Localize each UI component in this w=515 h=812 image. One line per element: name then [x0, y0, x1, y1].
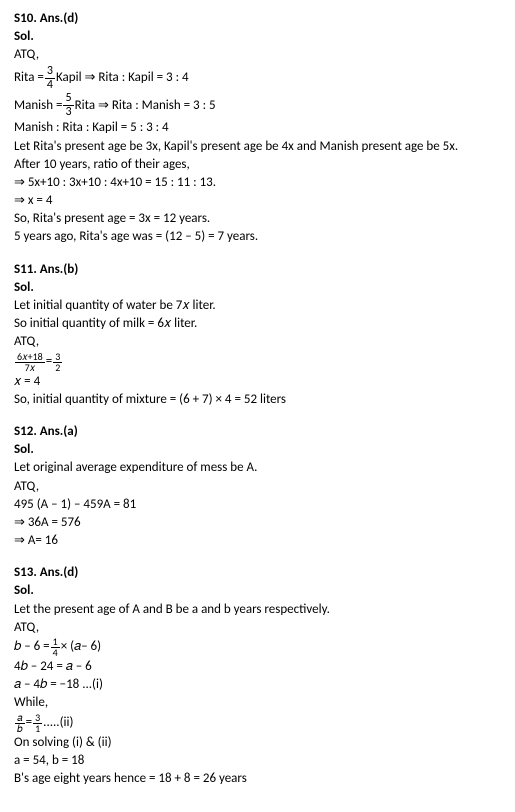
text-line: ATQ,	[14, 478, 501, 496]
text-part: Rita ⇒ Rita : Manish = 3 : 5	[75, 97, 216, 115]
text-line: While,	[14, 694, 501, 712]
solution-label: Sol.	[14, 441, 501, 459]
fraction: 6𝑥+18 7𝑥	[15, 352, 45, 373]
text-line: After 10 years, ratio of their ages,	[14, 156, 501, 174]
equation-line: 𝑎 𝑏 = 3 1 .....(ii)	[14, 713, 501, 734]
text-line: So initial quantity of milk = 6𝑥 liter.	[14, 315, 501, 333]
denominator: 7𝑥	[15, 363, 45, 373]
text-line: So, Rita's present age = 3x = 12 years.	[14, 210, 501, 228]
text-line: Let initial quantity of water be 7𝑥 lite…	[14, 297, 501, 315]
text-line: 𝑎 – 4𝑏 = −18 ...(i)	[14, 676, 501, 694]
solution-heading: S11. Ans.(b)	[14, 261, 501, 279]
solution-heading: S10. Ans.(d)	[14, 10, 501, 28]
solution-label: Sol.	[14, 28, 501, 46]
fraction: 3 1	[33, 713, 42, 734]
equation-line: Rita = 3 4 Kapil ⇒ Rita : Kapil = 3 : 4	[14, 65, 501, 92]
numerator: 3	[45, 65, 55, 79]
solution-s10: S10. Ans.(d) Sol. ATQ, Rita = 3 4 Kapil …	[14, 10, 501, 247]
solution-s13: S13. Ans.(d) Sol. Let the present age of…	[14, 564, 501, 788]
text-line: On solving (i) & (ii)	[14, 734, 501, 752]
denominator: 4	[51, 648, 60, 658]
text-line: Let Rita's present age be 3x, Kapil's pr…	[14, 138, 501, 156]
text-part: .....(ii)	[43, 714, 73, 732]
text-line: Let the present age of A and B be a and …	[14, 601, 501, 619]
text-part: Manish =	[14, 97, 62, 115]
text-line: Let original average expenditure of mess…	[14, 459, 501, 477]
text-line: 5 years ago, Rita's age was = (12 – 5) =…	[14, 228, 501, 246]
text-part: =	[46, 353, 52, 371]
solution-heading: S13. Ans.(d)	[14, 564, 501, 582]
denominator: 3	[63, 106, 73, 119]
solution-s12: S12. Ans.(a) Sol. Let original average e…	[14, 423, 501, 550]
text-line: Manish : Rita : Kapil = 5 : 3 : 4	[14, 119, 501, 137]
text-part: Kapil ⇒ Rita : Kapil = 3 : 4	[56, 69, 189, 87]
denominator: 𝑏	[15, 724, 25, 734]
text-line: ⇒ 36A = 576	[14, 514, 501, 532]
equation-line: 6𝑥+18 7𝑥 = 3 2	[14, 352, 501, 373]
fraction: 5 3	[63, 92, 73, 119]
fraction: 3 2	[53, 352, 62, 373]
denominator: 2	[53, 363, 62, 373]
text-part: Rita =	[14, 69, 44, 87]
text-line: 495 (A – 1) – 459A = 81	[14, 496, 501, 514]
fraction: 3 4	[45, 65, 55, 92]
text-line: a = 54, b = 18	[14, 752, 501, 770]
text-line: ⇒ x = 4	[14, 192, 501, 210]
solution-label: Sol.	[14, 279, 501, 297]
equation-line: 𝑏 – 6 = 1 4 × (𝑎– 6)	[14, 637, 501, 658]
text-line: B's age eight years hence = 18 + 8 = 26 …	[14, 770, 501, 788]
text-line: ⇒ 5x+10 : 3x+10 : 4x+10 = 15 : 11 : 13.	[14, 174, 501, 192]
denominator: 4	[45, 79, 55, 92]
text-line: 𝑥 = 4	[14, 373, 501, 391]
text-part: =	[26, 714, 32, 732]
equation-line: Manish = 5 3 Rita ⇒ Rita : Manish = 3 : …	[14, 92, 501, 119]
text-part: 𝑏 – 6 =	[14, 638, 50, 656]
denominator: 1	[33, 724, 42, 734]
fraction: 𝑎 𝑏	[15, 713, 25, 734]
text-part: × (𝑎– 6)	[61, 638, 101, 656]
text-line: ATQ,	[14, 46, 501, 64]
text-line: 4𝑏 – 24 = 𝑎 – 6	[14, 658, 501, 676]
numerator: 5	[63, 92, 73, 106]
solution-label: Sol.	[14, 582, 501, 600]
text-line: So, initial quantity of mixture = (6 + 7…	[14, 391, 501, 409]
fraction: 1 4	[51, 637, 60, 658]
text-line: ATQ,	[14, 619, 501, 637]
text-line: ATQ,	[14, 333, 501, 351]
solution-heading: S12. Ans.(a)	[14, 423, 501, 441]
text-line: ⇒ A= 16	[14, 532, 501, 550]
solution-s11: S11. Ans.(b) Sol. Let initial quantity o…	[14, 261, 501, 409]
